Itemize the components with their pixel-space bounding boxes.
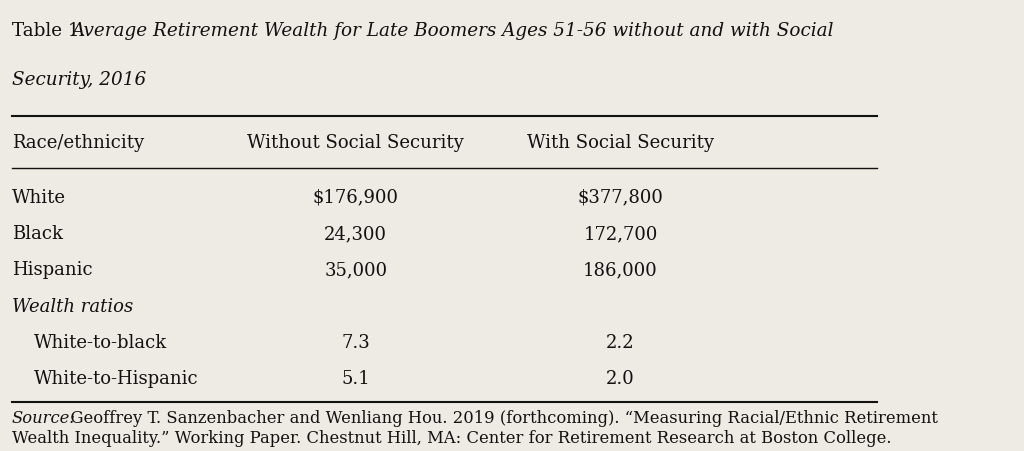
Text: Wealth ratios: Wealth ratios — [11, 297, 133, 315]
Text: 7.3: 7.3 — [341, 333, 371, 351]
Text: Average Retirement Wealth for Late Boomers Ages 51-56 without and with Social: Average Retirement Wealth for Late Boome… — [72, 23, 835, 41]
Text: White-to-Hispanic: White-to-Hispanic — [34, 369, 199, 387]
Text: Black: Black — [11, 225, 62, 243]
Text: 172,700: 172,700 — [584, 225, 657, 243]
Text: Race/ethnicity: Race/ethnicity — [11, 133, 143, 152]
Text: 24,300: 24,300 — [325, 225, 387, 243]
Text: White: White — [11, 188, 66, 206]
Text: 2.2: 2.2 — [606, 333, 635, 351]
Text: 5.1: 5.1 — [341, 369, 371, 387]
Text: Security, 2016: Security, 2016 — [11, 70, 145, 88]
Text: Hispanic: Hispanic — [11, 261, 92, 279]
Text: Source:: Source: — [11, 410, 76, 427]
Text: 35,000: 35,000 — [325, 261, 387, 279]
Text: 186,000: 186,000 — [584, 261, 658, 279]
Text: Without Social Security: Without Social Security — [248, 133, 464, 152]
Text: Wealth Inequality.” Working Paper. Chestnut Hill, MA: Center for Retirement Rese: Wealth Inequality.” Working Paper. Chest… — [11, 429, 891, 446]
Text: Geoffrey T. Sanzenbacher and Wenliang Hou. 2019 (forthcoming). “Measuring Racial: Geoffrey T. Sanzenbacher and Wenliang Ho… — [60, 410, 938, 427]
Text: With Social Security: With Social Security — [527, 133, 714, 152]
Text: $176,900: $176,900 — [312, 188, 398, 206]
Text: 2.0: 2.0 — [606, 369, 635, 387]
Text: White-to-black: White-to-black — [34, 333, 167, 351]
Text: Table 1.: Table 1. — [11, 23, 91, 41]
Text: $377,800: $377,800 — [578, 188, 664, 206]
